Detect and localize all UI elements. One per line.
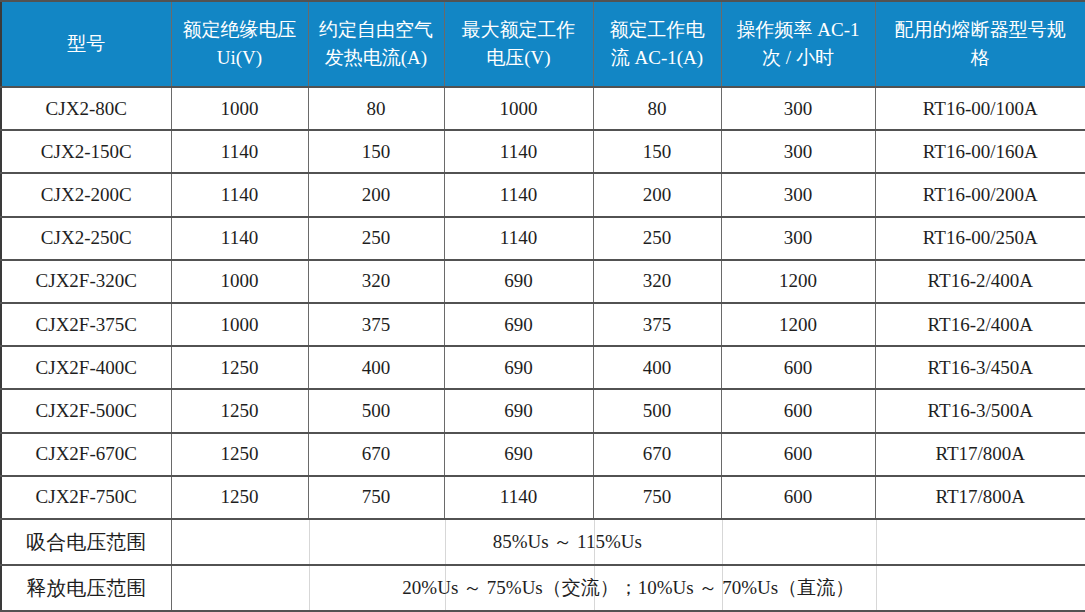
cell-fuse-spec: RT16-00/200A: [875, 173, 1085, 216]
cell-operating-frequency: 300: [721, 217, 875, 260]
cell-fuse-spec: RT16-00/160A: [875, 130, 1085, 173]
cell-insulation-voltage: 1140: [171, 130, 308, 173]
cell-working-current: 670: [593, 433, 721, 476]
cell-working-current: 500: [593, 389, 721, 432]
cell-thermal-current: 80: [308, 87, 444, 130]
spec-row: CJX2F-320C 1000 320 690 320 1200 RT16-2/…: [1, 260, 1085, 303]
cell-insulation-voltage: 1000: [171, 87, 308, 130]
cell-fuse-spec: RT17/800A: [875, 476, 1085, 519]
cell-working-current: 250: [593, 217, 721, 260]
cell-model: CJX2F-750C: [1, 476, 171, 519]
cell-thermal-current: 200: [308, 173, 444, 216]
spec-row: CJX2-250C 1140 250 1140 250 300 RT16-00/…: [1, 217, 1085, 260]
cell-working-current: 375: [593, 303, 721, 346]
cell-insulation-voltage: 1250: [171, 476, 308, 519]
cell-model: CJX2-200C: [1, 173, 171, 216]
cell-fuse-spec: RT17/800A: [875, 433, 1085, 476]
cell-max-working-voltage: 1140: [444, 476, 593, 519]
header-working-current: 额定工作电流 AC-1(A): [593, 1, 721, 87]
spec-row: CJX2F-500C 1250 500 690 500 600 RT16-3/5…: [1, 389, 1085, 432]
cell-model: CJX2F-500C: [1, 389, 171, 432]
table-body: CJX2-80C 1000 80 1000 80 300 RT16-00/100…: [1, 87, 1085, 519]
cell-thermal-current: 750: [308, 476, 444, 519]
cell-model: CJX2F-670C: [1, 433, 171, 476]
spec-row: CJX2F-750C 1250 750 1140 750 600 RT17/80…: [1, 476, 1085, 519]
cell-model: CJX2F-400C: [1, 346, 171, 389]
spec-row: CJX2-80C 1000 80 1000 80 300 RT16-00/100…: [1, 87, 1085, 130]
cell-working-current: 400: [593, 346, 721, 389]
header-insulation-voltage: 额定绝缘电压 Ui(V): [171, 1, 308, 87]
cell-model: CJX2F-375C: [1, 303, 171, 346]
cell-operating-frequency: 600: [721, 476, 875, 519]
cell-max-working-voltage: 1140: [444, 173, 593, 216]
header-fuse-spec: 配用的熔断器型号规格: [875, 1, 1085, 87]
header-row: 型号 额定绝缘电压 Ui(V) 约定自由空气发热电流(A) 最大额定工作电压(V…: [1, 1, 1085, 87]
cell-operating-frequency: 1200: [721, 260, 875, 303]
release-voltage-row: 释放电压范围 20%Us ～ 75%Us（交流）；10%Us ～ 70%Us（直…: [1, 565, 1085, 611]
cell-fuse-spec: RT16-3/500A: [875, 389, 1085, 432]
cell-fuse-spec: RT16-2/400A: [875, 303, 1085, 346]
header-operating-frequency: 操作频率 AC-1 次 / 小时: [721, 1, 875, 87]
pickup-voltage-value: 85%Us ～ 115%Us: [171, 519, 1085, 565]
cell-insulation-voltage: 1250: [171, 346, 308, 389]
cell-working-current: 80: [593, 87, 721, 130]
cell-working-current: 750: [593, 476, 721, 519]
cell-thermal-current: 250: [308, 217, 444, 260]
cell-max-working-voltage: 1140: [444, 130, 593, 173]
cell-max-working-voltage: 1140: [444, 217, 593, 260]
cell-insulation-voltage: 1000: [171, 303, 308, 346]
cell-insulation-voltage: 1250: [171, 433, 308, 476]
header-max-working-voltage: 最大额定工作电压(V): [444, 1, 593, 87]
cell-thermal-current: 375: [308, 303, 444, 346]
header-thermal-current: 约定自由空气发热电流(A): [308, 1, 444, 87]
cell-operating-frequency: 600: [721, 389, 875, 432]
cell-insulation-voltage: 1250: [171, 389, 308, 432]
cell-operating-frequency: 600: [721, 433, 875, 476]
cell-operating-frequency: 600: [721, 346, 875, 389]
spec-row: CJX2F-375C 1000 375 690 375 1200 RT16-2/…: [1, 303, 1085, 346]
release-voltage-label: 释放电压范围: [1, 565, 171, 611]
cell-fuse-spec: RT16-3/450A: [875, 346, 1085, 389]
cell-insulation-voltage: 1000: [171, 260, 308, 303]
cell-working-current: 320: [593, 260, 721, 303]
cell-thermal-current: 670: [308, 433, 444, 476]
cell-model: CJX2-80C: [1, 87, 171, 130]
spec-row: CJX2-150C 1140 150 1140 150 300 RT16-00/…: [1, 130, 1085, 173]
cell-insulation-voltage: 1140: [171, 173, 308, 216]
spec-row: CJX2-200C 1140 200 1140 200 300 RT16-00/…: [1, 173, 1085, 216]
cell-operating-frequency: 300: [721, 130, 875, 173]
pickup-voltage-row: 吸合电压范围 85%Us ～ 115%Us: [1, 519, 1085, 565]
spec-row: CJX2F-400C 1250 400 690 400 600 RT16-3/4…: [1, 346, 1085, 389]
pickup-voltage-label: 吸合电压范围: [1, 519, 171, 565]
cell-max-working-voltage: 690: [444, 433, 593, 476]
cell-insulation-voltage: 1140: [171, 217, 308, 260]
cell-max-working-voltage: 690: [444, 303, 593, 346]
cell-thermal-current: 320: [308, 260, 444, 303]
contactor-spec-table: 型号 额定绝缘电压 Ui(V) 约定自由空气发热电流(A) 最大额定工作电压(V…: [0, 0, 1085, 612]
release-voltage-value: 20%Us ～ 75%Us（交流）；10%Us ～ 70%Us（直流）: [171, 565, 1085, 611]
cell-model: CJX2F-320C: [1, 260, 171, 303]
cell-operating-frequency: 300: [721, 87, 875, 130]
cell-max-working-voltage: 1000: [444, 87, 593, 130]
cell-operating-frequency: 1200: [721, 303, 875, 346]
cell-thermal-current: 150: [308, 130, 444, 173]
cell-fuse-spec: RT16-2/400A: [875, 260, 1085, 303]
cell-model: CJX2-250C: [1, 217, 171, 260]
cell-max-working-voltage: 690: [444, 346, 593, 389]
cell-working-current: 200: [593, 173, 721, 216]
cell-fuse-spec: RT16-00/100A: [875, 87, 1085, 130]
cell-max-working-voltage: 690: [444, 389, 593, 432]
cell-operating-frequency: 300: [721, 173, 875, 216]
spec-row: CJX2F-670C 1250 670 690 670 600 RT17/800…: [1, 433, 1085, 476]
cell-fuse-spec: RT16-00/250A: [875, 217, 1085, 260]
cell-max-working-voltage: 690: [444, 260, 593, 303]
cell-thermal-current: 500: [308, 389, 444, 432]
cell-working-current: 150: [593, 130, 721, 173]
cell-model: CJX2-150C: [1, 130, 171, 173]
header-model: 型号: [1, 1, 171, 87]
cell-thermal-current: 400: [308, 346, 444, 389]
